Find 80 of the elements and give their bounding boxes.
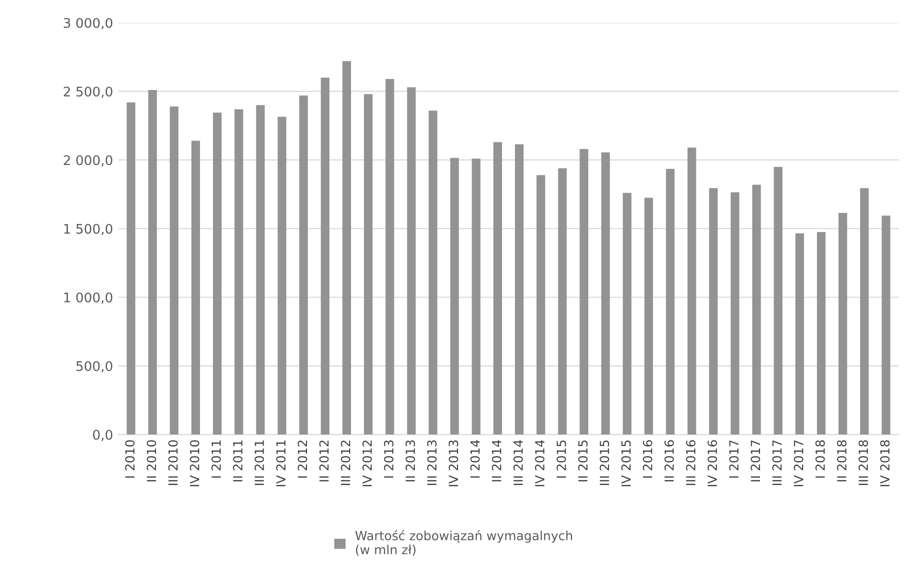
x-tick-label: III 2012 bbox=[340, 440, 350, 485]
x-tick-label: IV 2012 bbox=[362, 440, 372, 486]
y-tick-label: 3 000,0 bbox=[64, 18, 112, 30]
bar bbox=[256, 105, 265, 435]
x-tick-label: I 2016 bbox=[642, 440, 652, 478]
bar bbox=[838, 212, 848, 435]
y-tick-label: 2 000,0 bbox=[64, 155, 112, 167]
y-tick-label: 0,0 bbox=[93, 430, 112, 442]
x-tick-label: IV 2018 bbox=[880, 440, 890, 486]
x-tick-label: I 2010 bbox=[125, 440, 135, 478]
x-tick-label: I 2015 bbox=[556, 440, 566, 478]
legend-label: Wartość zobowiązań wymagalnych (w mln zł) bbox=[355, 530, 572, 556]
x-tick-label: III 2013 bbox=[427, 440, 437, 485]
y-tick-label: 1 000,0 bbox=[64, 292, 112, 304]
x-tick-label: II 2015 bbox=[578, 440, 588, 482]
y-tick-label: 2 500,0 bbox=[64, 86, 112, 98]
x-tick-label: III 2010 bbox=[168, 440, 178, 485]
bar bbox=[601, 152, 610, 435]
bar bbox=[622, 192, 632, 435]
x-tick-label: I 2014 bbox=[470, 440, 480, 478]
bar bbox=[472, 158, 480, 435]
x-tick-label: III 2017 bbox=[772, 440, 782, 485]
bar bbox=[299, 95, 308, 435]
bar bbox=[816, 232, 826, 435]
bar bbox=[386, 79, 394, 435]
bar bbox=[774, 166, 782, 435]
x-tick-label: IV 2016 bbox=[708, 440, 718, 486]
x-tick-label: II 2010 bbox=[146, 440, 156, 482]
bar bbox=[126, 102, 136, 435]
x-tick-label: II 2014 bbox=[492, 440, 502, 482]
bar bbox=[407, 87, 416, 435]
x-tick-label: III 2014 bbox=[513, 440, 523, 485]
x-tick-label: II 2016 bbox=[664, 440, 674, 482]
bar bbox=[364, 94, 373, 435]
bar bbox=[644, 198, 654, 435]
bar bbox=[148, 90, 157, 435]
bar bbox=[795, 233, 804, 435]
x-tick-label: IV 2011 bbox=[276, 440, 286, 486]
x-tick-label: I 2011 bbox=[211, 440, 221, 478]
bar bbox=[666, 168, 675, 435]
x-tick-label: III 2015 bbox=[600, 440, 610, 485]
bar bbox=[450, 158, 459, 435]
bar bbox=[191, 140, 200, 435]
bar bbox=[320, 78, 330, 435]
x-tick-label: I 2013 bbox=[384, 440, 394, 478]
x-tick-label: I 2017 bbox=[729, 440, 739, 478]
x-tick-label: I 2012 bbox=[298, 440, 308, 478]
x-tick-label: II 2017 bbox=[750, 440, 760, 482]
bar bbox=[493, 142, 502, 435]
bar bbox=[688, 148, 696, 435]
x-tick-label: III 2016 bbox=[686, 440, 696, 485]
x-tick-label: I 2018 bbox=[815, 440, 825, 478]
y-tick-label: 1 500,0 bbox=[64, 224, 112, 236]
bar bbox=[278, 116, 286, 435]
x-tick-label: II 2011 bbox=[233, 440, 242, 482]
x-tick-label: II 2013 bbox=[406, 440, 416, 482]
bar bbox=[170, 106, 178, 435]
x-tick-label: II 2012 bbox=[319, 440, 329, 482]
x-tick-label: IV 2010 bbox=[190, 440, 200, 486]
bar bbox=[234, 109, 244, 435]
x-tick-label: IV 2013 bbox=[448, 440, 458, 486]
bar bbox=[860, 188, 869, 435]
bar bbox=[428, 110, 438, 435]
x-tick-label: III 2018 bbox=[858, 440, 868, 485]
x-tick-label: IV 2015 bbox=[621, 440, 631, 486]
x-tick-label: III 2011 bbox=[254, 440, 264, 485]
bar bbox=[882, 216, 890, 435]
bar bbox=[752, 184, 761, 435]
bar bbox=[536, 175, 546, 435]
bar bbox=[580, 149, 588, 435]
bar bbox=[709, 188, 718, 435]
x-tick-label: IV 2014 bbox=[535, 440, 544, 486]
y-tick-label: 500,0 bbox=[76, 361, 112, 372]
bar bbox=[558, 168, 567, 435]
bar bbox=[514, 144, 524, 435]
x-tick-label: IV 2017 bbox=[794, 440, 804, 486]
bar bbox=[730, 192, 740, 435]
bar bbox=[212, 112, 222, 435]
x-tick-label: II 2018 bbox=[837, 440, 846, 482]
bar bbox=[342, 61, 352, 435]
